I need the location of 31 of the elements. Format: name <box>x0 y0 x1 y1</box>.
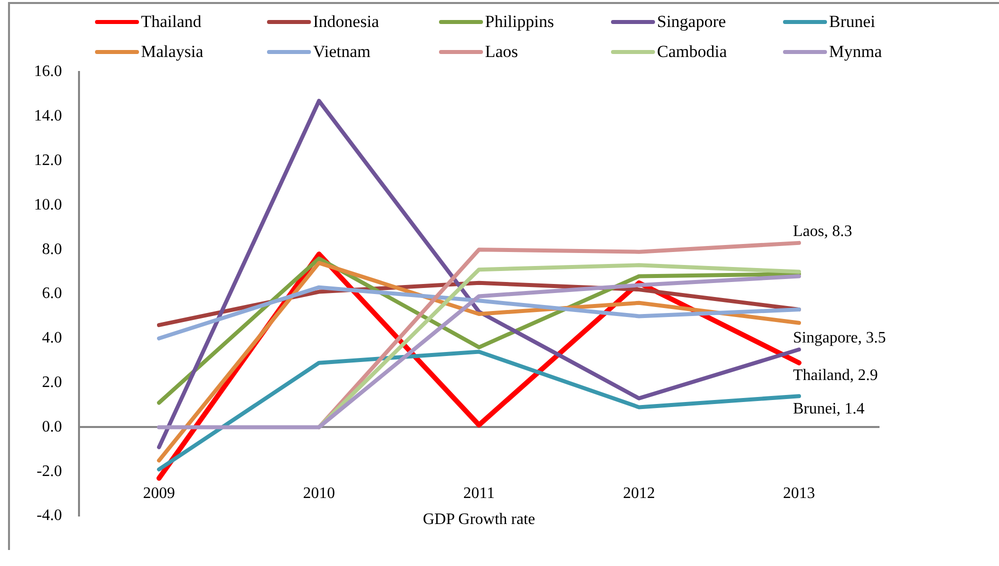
x-axis-title: GDP Growth rate <box>422 511 536 528</box>
legend-label: Malaysia <box>141 42 204 62</box>
legend-label: Laos <box>485 42 518 62</box>
y-tick-label: -2.0 <box>36 462 62 480</box>
y-tick-label: 8.0 <box>42 240 62 258</box>
legend-label: Philippins <box>485 12 554 32</box>
legend-label: Cambodia <box>657 42 727 62</box>
legend-label: Thailand <box>141 12 202 32</box>
data-label: Thailand, 2.9 <box>793 367 878 384</box>
y-tick-label: 14.0 <box>34 108 62 125</box>
legend-label: Indonesia <box>313 12 380 32</box>
legend-label: Mynma <box>829 42 882 62</box>
y-tick-label: 4.0 <box>42 330 62 347</box>
x-tick-label: 2011 <box>463 485 495 502</box>
data-label: Singapore, 3.5 <box>793 330 886 347</box>
x-tick-label: 2013 <box>783 485 815 502</box>
data-label: Brunei, 1.4 <box>793 400 865 418</box>
legend-label: Singapore <box>657 12 726 32</box>
data-label: Laos, 8.3 <box>793 223 852 240</box>
y-tick-label: 16.0 <box>34 63 62 80</box>
legend-label: Brunei <box>829 12 876 32</box>
legend-label: Vietnam <box>313 42 371 62</box>
x-tick-label: 2009 <box>143 485 175 502</box>
y-tick-label: 6.0 <box>42 285 62 302</box>
x-tick-label: 2010 <box>303 485 335 502</box>
y-tick-label: -4.0 <box>36 507 62 524</box>
y-tick-label: 0.0 <box>42 418 62 436</box>
y-tick-label: 12.0 <box>34 152 62 170</box>
y-tick-label: 10.0 <box>34 196 62 214</box>
y-tick-label: 2.0 <box>42 374 62 392</box>
x-tick-label: 2012 <box>623 485 655 502</box>
